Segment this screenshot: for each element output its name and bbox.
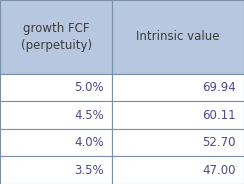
Bar: [0, 0, 112, 74]
Text: 5.0%: 5.0%: [74, 81, 104, 94]
Bar: [0, 129, 112, 156]
Bar: [112, 129, 244, 156]
Bar: [0, 101, 112, 129]
Bar: [0, 156, 112, 184]
Text: 4.5%: 4.5%: [74, 109, 104, 121]
Text: growth FCF
(perpetuity): growth FCF (perpetuity): [20, 22, 92, 52]
Text: 60.11: 60.11: [202, 109, 235, 121]
Text: 3.5%: 3.5%: [74, 164, 104, 177]
Bar: [112, 101, 244, 129]
Bar: [112, 0, 244, 74]
Bar: [0, 74, 112, 101]
Text: 69.94: 69.94: [202, 81, 235, 94]
Text: 4.0%: 4.0%: [74, 136, 104, 149]
Bar: [112, 74, 244, 101]
Text: 47.00: 47.00: [202, 164, 235, 177]
Text: Intrinsic value: Intrinsic value: [136, 30, 220, 43]
Bar: [112, 156, 244, 184]
Text: 52.70: 52.70: [202, 136, 235, 149]
